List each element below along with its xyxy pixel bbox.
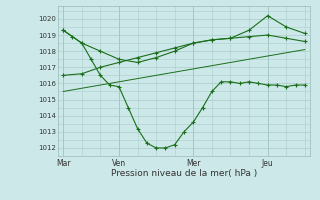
X-axis label: Pression niveau de la mer( hPa ): Pression niveau de la mer( hPa ) [111, 169, 257, 178]
